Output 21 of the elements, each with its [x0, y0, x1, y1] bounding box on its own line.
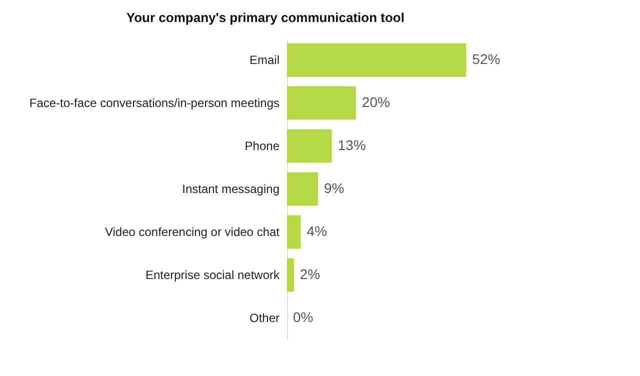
bar: [287, 258, 294, 292]
y-tick-label: Face-to-face conversations/in-person meetings: [29, 96, 280, 110]
data-label: 52%: [472, 51, 500, 68]
bar: [287, 215, 301, 249]
bar: [287, 129, 332, 163]
y-tick-label: Email: [249, 53, 280, 68]
data-label: 9%: [324, 180, 344, 196]
y-tick-label: Other: [249, 310, 280, 325]
data-label: 4%: [306, 222, 328, 239]
y-tick-label: Video conferencing or video chat: [104, 224, 280, 239]
data-label: 20%: [362, 94, 390, 110]
bar: [287, 172, 318, 206]
bar: [287, 43, 466, 77]
chart-title: Your company's primary communication tool: [126, 10, 404, 25]
data-label: 0%: [293, 308, 314, 325]
y-tick-label: Phone: [244, 139, 280, 154]
y-tick-label: Instant messaging: [182, 182, 280, 196]
bar: [287, 86, 356, 120]
data-label: 13%: [338, 137, 366, 154]
data-label: 2%: [300, 266, 320, 282]
y-tick-label: Enterprise social network: [145, 268, 280, 282]
